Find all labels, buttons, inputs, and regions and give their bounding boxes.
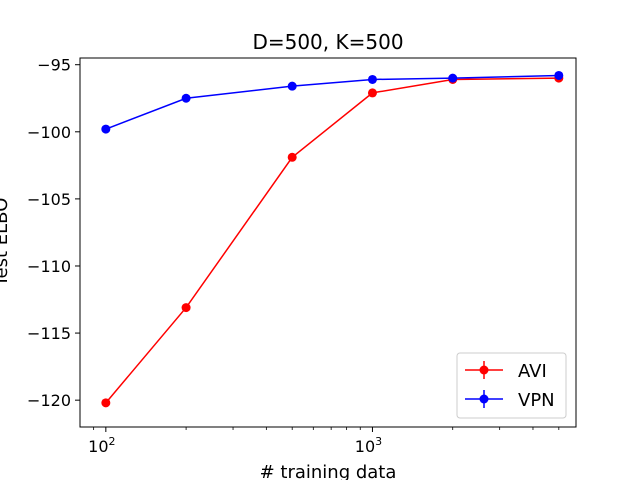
data-point-vpn bbox=[181, 93, 191, 103]
series-line-vpn bbox=[105, 74, 559, 130]
x-tick-base: 10 bbox=[355, 437, 375, 456]
legend-label-vpn: VPN bbox=[518, 390, 555, 411]
data-point-avi bbox=[287, 152, 297, 162]
x-tick-base: 10 bbox=[88, 437, 108, 456]
x-tick-exponent: 3 bbox=[375, 435, 382, 448]
axes-frame bbox=[79, 57, 577, 428]
data-point-vpn bbox=[101, 124, 111, 134]
chart-title: D=500, K=500 bbox=[252, 30, 403, 54]
data-point-avi bbox=[181, 303, 191, 313]
x-tick-label: 103 bbox=[355, 435, 382, 456]
y-tick-label: −115 bbox=[27, 324, 71, 343]
y-tick-label: −95 bbox=[37, 56, 71, 75]
y-tick-label: −105 bbox=[27, 190, 71, 209]
data-point-avi bbox=[367, 88, 377, 98]
data-point-vpn bbox=[367, 74, 377, 84]
data-point-vpn bbox=[287, 81, 297, 91]
data-point-vpn bbox=[448, 73, 458, 83]
data-point-avi bbox=[101, 398, 111, 408]
legend-marker-vpn bbox=[479, 394, 489, 404]
x-tick-label: 102 bbox=[88, 435, 115, 456]
legend-label-avi: AVI bbox=[518, 361, 547, 382]
legend: AVI VPN bbox=[456, 352, 567, 419]
series-line-avi bbox=[105, 77, 559, 404]
y-axis-label: Test ELBO bbox=[0, 198, 12, 288]
legend-entry-vpn: VPN bbox=[465, 390, 555, 411]
data-point-vpn bbox=[554, 70, 564, 80]
x-tick-exponent: 2 bbox=[109, 435, 116, 448]
y-tick-label: −120 bbox=[27, 391, 71, 410]
legend-entry-avi: AVI bbox=[465, 361, 547, 382]
y-tick-label: −110 bbox=[27, 257, 71, 276]
legend-marker-avi bbox=[479, 365, 489, 375]
x-axis-label: # training data bbox=[260, 462, 397, 480]
plot-area bbox=[101, 70, 564, 408]
y-tick-label: −100 bbox=[27, 123, 71, 142]
axis-ticks: 102 103−95−100−105−110−115−120 bbox=[27, 56, 560, 456]
